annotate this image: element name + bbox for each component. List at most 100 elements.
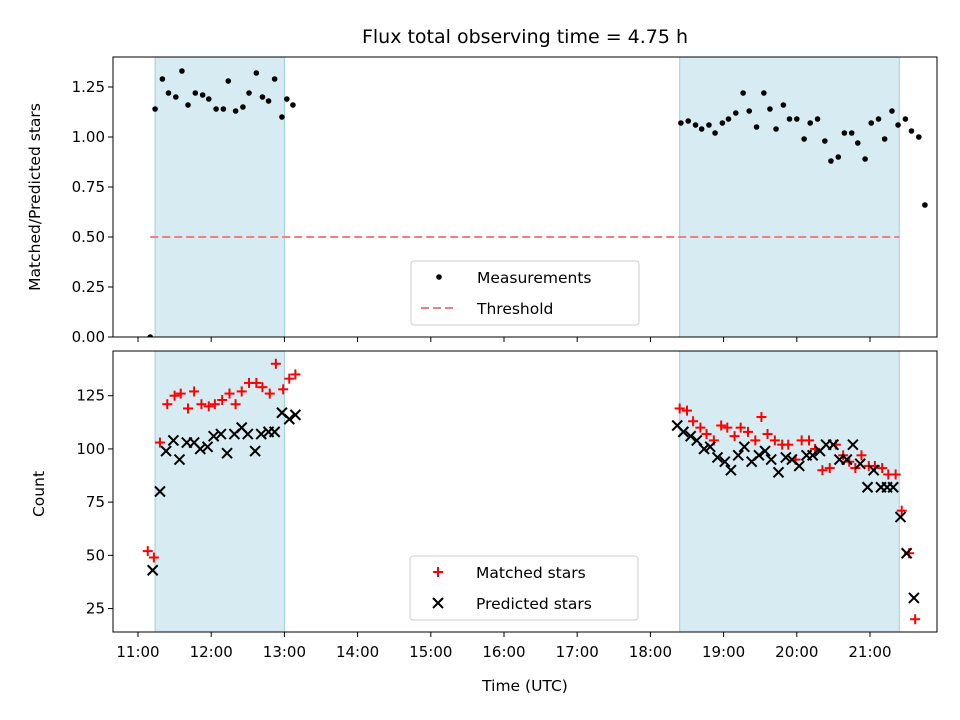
legend-measurement-swatch: [436, 274, 442, 280]
y-tick-label: 0.50: [72, 228, 105, 246]
legend: Matched stars Predicted stars: [409, 555, 639, 621]
measurement-point: [868, 120, 875, 126]
measurement-point: [895, 122, 901, 128]
x-tick-label: 13:00: [263, 643, 306, 661]
measurement-point: [746, 108, 753, 114]
measurement-point: [916, 134, 922, 140]
measurement-point: [265, 98, 272, 104]
measurement-point: [889, 108, 895, 114]
matched-star-point: [236, 386, 247, 397]
measurement-point: [692, 122, 699, 128]
measurement-point: [753, 124, 760, 130]
measurement-point: [767, 106, 773, 112]
predicted-star-point: [738, 441, 751, 453]
measurement-point: [712, 130, 718, 136]
predicted-star-point: [841, 453, 853, 466]
matched-star-point: [856, 450, 867, 461]
measurement-point: [814, 116, 821, 122]
measurement-point: [740, 90, 746, 96]
legend-label: Measurements: [477, 269, 592, 287]
measurement-point: [761, 90, 767, 96]
matched-star-point: [224, 388, 235, 399]
series-measurements: [147, 68, 928, 337]
predicted-star-point: [221, 447, 233, 459]
predicted-star-point: [704, 441, 716, 453]
matched-star-point: [169, 390, 180, 401]
predicted-star-point: [780, 451, 792, 464]
matched-star-point: [877, 463, 888, 474]
matched-star-point: [824, 463, 835, 474]
matched-star-point: [729, 431, 740, 442]
measurement-point: [822, 138, 828, 144]
matched-star-point: [735, 422, 746, 433]
predicted-star-point: [732, 449, 744, 462]
legend-matched-swatch: [433, 567, 443, 577]
y-tick-label: 0.00: [72, 328, 105, 346]
predicted-star-point: [753, 449, 765, 462]
measurement-point: [848, 130, 855, 136]
axes-frame: [112, 350, 938, 633]
predicted-star-point: [827, 438, 840, 451]
measurement-point: [678, 120, 684, 126]
measurement-point: [240, 104, 246, 110]
matched-star-point: [890, 469, 901, 480]
predicted-star-point: [242, 428, 254, 440]
measurement-point: [279, 114, 285, 120]
matched-star-point: [183, 403, 194, 414]
x-tick-label: 19:00: [702, 643, 745, 661]
predicted-star-point: [711, 451, 724, 464]
predicted-star-point: [854, 458, 866, 470]
predicted-star-point: [194, 443, 206, 455]
predicted-star-point: [908, 592, 920, 604]
measurement-point: [881, 136, 888, 142]
measurement-point: [213, 106, 219, 112]
measurement-point: [152, 106, 158, 112]
matched-star-point: [154, 437, 165, 448]
predicted-star-point: [268, 426, 281, 438]
measurement-point: [828, 158, 834, 164]
measurement-point: [862, 156, 868, 162]
predicted-star-point: [283, 413, 295, 425]
x-tick-label: 18:00: [629, 643, 672, 661]
legend-box: [410, 260, 640, 326]
matched-star-point: [701, 429, 712, 440]
matched-star-point: [196, 399, 207, 410]
measurement-point: [271, 76, 278, 82]
predicted-star-point: [861, 481, 874, 493]
matched-star-point: [251, 377, 262, 388]
observing-interval-shade: [154, 350, 285, 633]
measurement-point: [246, 90, 252, 96]
measurement-point: [185, 102, 191, 108]
predicted-star-point: [677, 426, 690, 438]
x-tick-label: 20:00: [775, 643, 818, 661]
measurement-point: [908, 128, 915, 134]
predicted-star-point: [887, 481, 899, 493]
y-tick-label: 125: [76, 387, 105, 405]
measurement-point: [807, 120, 814, 126]
predicted-star-point: [207, 430, 220, 442]
measurement-point: [284, 96, 290, 102]
measurement-point: [773, 126, 779, 132]
matched-star-point: [203, 401, 214, 412]
matched-star-point: [189, 386, 200, 397]
observing-interval-shade: [679, 56, 900, 338]
predicted-star-point: [725, 464, 737, 476]
measurement-point: [179, 68, 185, 74]
predicted-star-point: [167, 434, 180, 447]
predicted-star-point: [289, 409, 302, 421]
top-panel: 0.00 0.25 0.50 0.75 1.00 1.25 Measurements Thre…: [72, 56, 938, 346]
matched-star-point: [162, 399, 173, 410]
measurement-point: [205, 96, 212, 102]
legend-label: Threshold: [476, 300, 553, 318]
plot-area: [147, 68, 928, 337]
legend-label: Matched stars: [476, 564, 586, 582]
measurement-point: [290, 102, 296, 108]
predicted-star-point: [201, 441, 214, 453]
matched-star-point: [682, 405, 692, 416]
predicted-star-point: [719, 455, 731, 468]
matched-star-point: [743, 426, 753, 437]
predicted-star-point: [698, 443, 710, 455]
y-tick-label: 1.25: [72, 78, 105, 96]
matched-star-point: [264, 388, 275, 399]
predicted-star-point: [249, 445, 261, 457]
